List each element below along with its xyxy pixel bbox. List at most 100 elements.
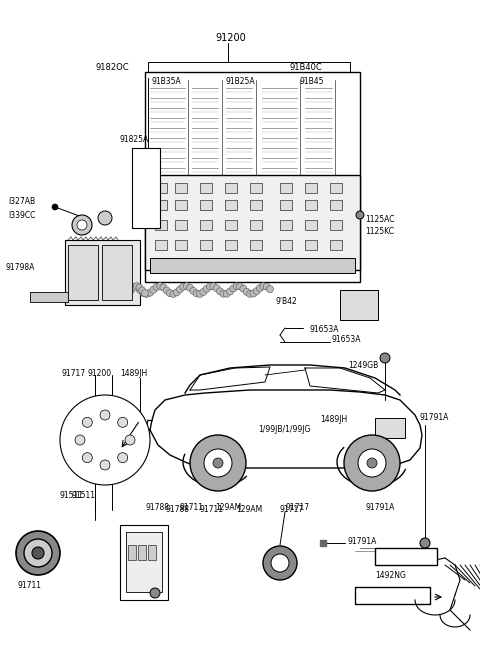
Bar [340,290,378,320]
Bar [280,183,292,193]
Bar [250,183,262,193]
Circle shape [253,288,260,294]
Bar [225,200,237,210]
Circle shape [150,286,157,293]
Circle shape [196,290,204,298]
Circle shape [183,283,190,290]
Circle shape [170,290,177,298]
Circle shape [213,284,220,292]
Circle shape [133,283,140,290]
Circle shape [60,395,150,485]
Text: 129AM: 129AM [215,503,241,512]
Text: 91791A: 91791A [348,537,377,545]
Circle shape [98,211,112,225]
Bar [355,587,430,604]
Circle shape [118,453,128,463]
Bar [155,183,167,193]
Bar [225,240,237,250]
Circle shape [136,286,144,294]
Circle shape [140,289,147,296]
Circle shape [118,417,128,427]
Bar [126,532,162,592]
Text: GENERATOR: GENERATOR [357,593,409,602]
Text: 1/99JB/1/99JG: 1/99JB/1/99JG [258,426,311,434]
Text: 91791A: 91791A [365,503,395,512]
Bar [155,200,167,210]
Bar [68,245,98,300]
Circle shape [177,286,183,293]
Bar [145,72,360,282]
Circle shape [256,284,264,292]
Bar [175,240,187,250]
Text: l339CC: l339CC [8,210,36,219]
Circle shape [240,285,247,292]
Circle shape [77,220,87,230]
Text: 91711: 91711 [18,581,42,589]
Text: 91B45: 91B45 [300,78,324,87]
Bar [175,200,187,210]
Bar [225,183,237,193]
Circle shape [237,283,243,290]
Circle shape [143,290,150,298]
Text: 91717: 91717 [280,505,304,514]
Bar [148,545,156,560]
Circle shape [220,290,227,297]
Text: 91711: 91711 [180,503,204,512]
Circle shape [358,449,386,477]
Bar [305,183,317,193]
Text: 9182OC: 9182OC [95,64,129,72]
Circle shape [243,288,250,295]
Bar [225,220,237,230]
Circle shape [131,283,137,290]
Bar [375,418,405,438]
Text: OIL HOSE: OIL HOSE [377,553,418,562]
Text: 91200: 91200 [88,369,112,378]
Bar [120,525,168,600]
Circle shape [119,289,126,296]
Circle shape [213,458,223,468]
Bar [280,220,292,230]
Text: 91B40C: 91B40C [290,64,323,72]
Circle shape [163,287,170,294]
Circle shape [125,435,135,445]
Circle shape [139,287,146,294]
Bar [330,183,342,193]
Circle shape [250,290,257,297]
Text: 91788: 91788 [145,503,169,512]
Circle shape [160,284,167,291]
Circle shape [193,290,200,297]
Text: 91511: 91511 [72,491,96,499]
Circle shape [216,288,224,295]
Bar [30,292,68,302]
Text: 91717: 91717 [285,503,309,512]
Text: 91791A: 91791A [420,413,449,422]
Circle shape [83,417,92,427]
Circle shape [153,283,160,290]
Circle shape [180,283,187,290]
Bar [175,220,187,230]
Text: 1125AC: 1125AC [365,215,395,225]
Circle shape [190,435,246,491]
Bar [250,240,262,250]
Circle shape [150,588,160,598]
Text: 1249GB: 1249GB [348,361,378,369]
Circle shape [32,547,44,559]
Circle shape [204,449,232,477]
Circle shape [223,290,230,297]
Bar [138,545,146,560]
Bar [200,240,212,250]
Text: 91200: 91200 [215,33,246,43]
Text: 9'B42: 9'B42 [275,298,297,307]
Bar [102,245,132,300]
Text: 91511: 91511 [60,491,84,499]
Text: 91653A: 91653A [332,336,361,344]
Bar [305,220,317,230]
Circle shape [146,289,154,296]
Bar [280,200,292,210]
Circle shape [203,285,210,292]
Circle shape [167,290,173,297]
Text: 91798A: 91798A [5,263,35,273]
Text: 91711: 91711 [200,505,224,514]
Bar [305,240,317,250]
Text: 1489JH: 1489JH [320,415,347,424]
